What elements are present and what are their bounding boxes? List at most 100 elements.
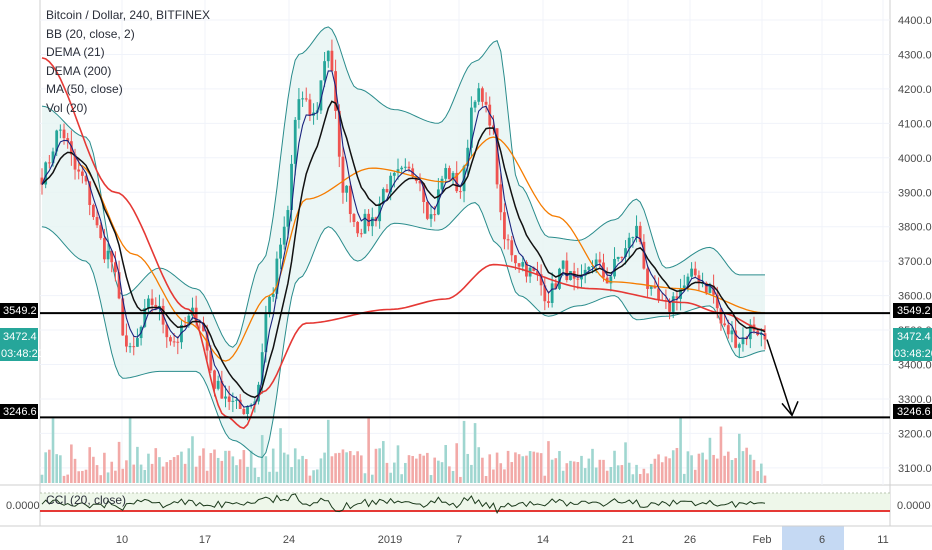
trend-arrow[interactable] — [766, 339, 799, 417]
candle-body — [73, 154, 77, 170]
candle — [547, 291, 550, 308]
candle — [385, 184, 389, 193]
candle-body — [110, 250, 114, 263]
volume-bar — [371, 474, 374, 483]
candle-body — [536, 271, 539, 275]
volume-bar — [44, 452, 47, 483]
candle — [737, 342, 741, 359]
candle — [224, 385, 227, 408]
legend-cci[interactable]: CCI (20, close) — [46, 493, 127, 507]
candle — [444, 163, 448, 183]
candle-body — [121, 298, 125, 336]
candle — [271, 287, 275, 302]
legend-bb[interactable]: BB (20, close, 2) — [46, 26, 135, 41]
candle — [330, 39, 334, 72]
volume-bar — [106, 472, 110, 483]
candle-body — [341, 156, 345, 193]
candle — [396, 158, 400, 180]
volume-bar — [176, 455, 180, 483]
candle-body — [136, 338, 139, 347]
candle — [425, 200, 429, 221]
candle-body — [224, 396, 227, 399]
legend-dema21[interactable]: DEMA (21) — [46, 45, 105, 59]
candle — [293, 117, 297, 176]
candle-body — [352, 214, 356, 223]
volume-bar — [393, 462, 396, 483]
candle — [484, 92, 488, 113]
volume-bar — [48, 449, 51, 483]
volume-bar — [536, 452, 539, 483]
price-tick-label: 4300.0 — [898, 49, 932, 61]
time-axis[interactable]: 10 17 24 2019 7 14 21 26 Feb 6 11 — [116, 534, 889, 546]
volume-bar — [264, 456, 268, 483]
volume-bar — [528, 451, 532, 483]
volume-bar — [198, 455, 202, 483]
candle — [609, 275, 613, 292]
volume-bar — [569, 460, 572, 483]
candle — [345, 185, 349, 202]
volume-bar — [143, 469, 147, 483]
time-tick-label: 11 — [877, 534, 888, 546]
time-tick-label: 7 — [456, 534, 462, 546]
volume-bar — [400, 474, 403, 483]
candle — [341, 145, 345, 204]
time-tick-label: 21 — [622, 534, 634, 546]
candle — [631, 236, 635, 248]
legend-ma50[interactable]: MA (50, close) — [46, 82, 123, 96]
candle-body — [616, 256, 620, 259]
cci-pane — [40, 492, 890, 514]
volume-bar — [671, 450, 675, 483]
volume-bar — [411, 455, 414, 483]
candle-body — [231, 400, 235, 402]
last-price-tag-left: 3472.4 03:48:20 — [0, 328, 44, 361]
candle — [506, 234, 510, 250]
time-tick-label: 6 — [819, 534, 825, 546]
candle-body — [290, 163, 293, 211]
volume-bar — [448, 466, 451, 483]
price-tick-label: 4000.0 — [898, 153, 932, 165]
candle-body — [392, 172, 396, 176]
time-tick-label: 10 — [116, 534, 128, 546]
candle-body — [499, 184, 503, 213]
legend-dema200[interactable]: DEMA (200) — [46, 63, 112, 78]
candle-body — [558, 268, 561, 289]
candle-body — [143, 308, 147, 327]
volume-bar — [558, 451, 561, 483]
symbol-title[interactable]: Bitcoin / Dollar, 240, BITFINEX — [46, 8, 211, 22]
candle-body — [293, 119, 297, 164]
candle-body — [227, 396, 231, 402]
candle — [367, 209, 371, 232]
candle-body — [80, 171, 84, 176]
volume-bar — [326, 419, 330, 483]
volume-bar — [576, 462, 580, 483]
candle — [730, 321, 734, 343]
legend-volume[interactable]: Vol (20) — [46, 100, 88, 115]
volume-bar — [462, 420, 466, 483]
candle — [308, 93, 312, 122]
volume-bar — [609, 466, 613, 483]
volume-bar — [231, 456, 235, 483]
candle — [657, 277, 660, 303]
horizontal-levels[interactable] — [40, 312, 890, 419]
candle — [741, 327, 745, 352]
candle — [279, 237, 282, 270]
volume-bar — [488, 454, 492, 483]
price-tick-label: 4100.0 — [898, 118, 932, 130]
volume-bar — [455, 443, 459, 483]
candle — [693, 261, 697, 279]
time-tick-label: 2019 — [378, 534, 402, 546]
candle-body — [187, 315, 191, 326]
volume-bar — [514, 452, 517, 483]
volume-bar — [382, 441, 385, 483]
candle-body — [624, 248, 627, 258]
volume-bar — [565, 463, 569, 483]
volume-bar — [374, 448, 378, 483]
volume-bar — [213, 449, 216, 483]
volume-bar — [315, 469, 319, 483]
volume-bar — [495, 452, 499, 483]
candle — [301, 91, 304, 107]
candle-body — [114, 262, 117, 273]
candle-body — [213, 370, 216, 389]
volume-bar — [194, 466, 198, 483]
